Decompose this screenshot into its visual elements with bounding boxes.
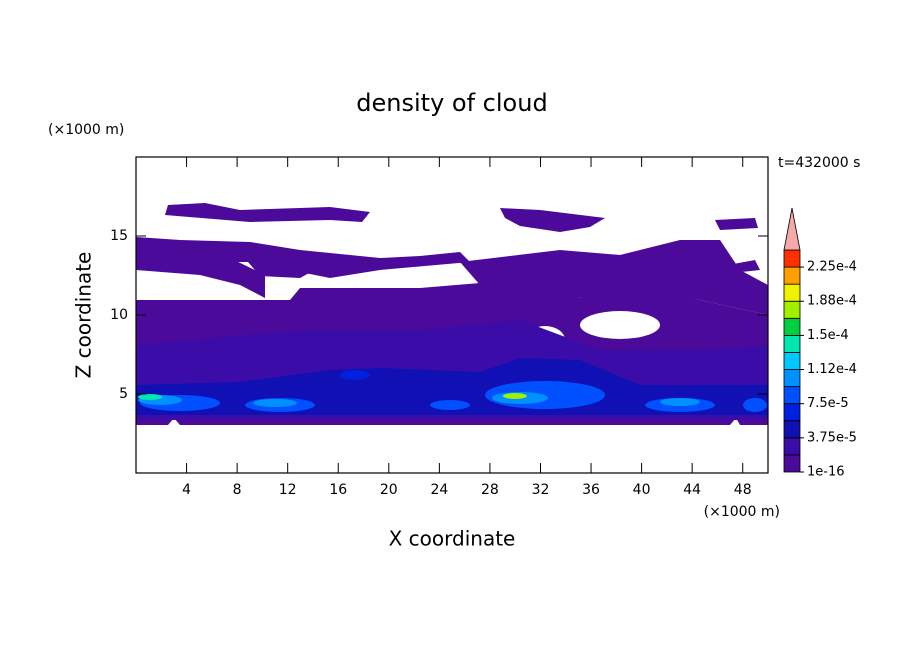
- colorbar-band: [783, 420, 801, 439]
- colorbar-band: [783, 437, 801, 456]
- x-tick-label: 40: [633, 482, 651, 498]
- colorbar-band: [783, 266, 801, 285]
- cloud-region: [503, 393, 527, 399]
- x-tick-label: 16: [329, 482, 347, 498]
- y-tick-label: 10: [110, 307, 128, 323]
- x-axis-title: X coordinate: [389, 527, 516, 551]
- x-tick-label: 8: [233, 482, 242, 498]
- field: [136, 203, 768, 425]
- y-axis-title: Z coordinate: [72, 252, 96, 379]
- cloud-region: [460, 240, 768, 315]
- x-tick-label: 12: [279, 482, 297, 498]
- colorbar-band: [783, 283, 801, 302]
- colorbar-band: [783, 300, 801, 319]
- cloud-region: [500, 208, 605, 232]
- x-tick-label: 48: [734, 482, 752, 498]
- colorbar-label: 2.25e-4: [807, 260, 857, 275]
- y-tick-label: 15: [110, 228, 128, 244]
- cloud-region: [728, 260, 760, 273]
- colorbar-band: [783, 403, 801, 422]
- colorbar-label: 1.88e-4: [807, 294, 857, 309]
- y-tick-label: 5: [119, 386, 128, 402]
- cloud-region: [660, 398, 700, 406]
- colorbar-band: [783, 352, 801, 370]
- cloud-region: [715, 218, 758, 230]
- y-unit: (×1000 m): [48, 122, 124, 138]
- cloud-region: [743, 398, 767, 412]
- colorbar-label: 1.12e-4: [807, 362, 857, 377]
- cloud-region: [138, 394, 162, 400]
- colorbar-band: [783, 317, 801, 336]
- x-tick-label: 28: [481, 482, 499, 498]
- colorbar-band: [783, 454, 801, 473]
- x-tick-label: 24: [430, 482, 448, 498]
- cloud-region: [253, 399, 297, 407]
- colorbar-label: 1e-16: [807, 465, 845, 480]
- x-tick-label: 4: [182, 482, 191, 498]
- x-tick-label: 20: [380, 482, 398, 498]
- colorbar-band: [783, 249, 801, 268]
- cloud-region: [430, 400, 470, 410]
- colorbar-band: [783, 386, 801, 405]
- x-tick-label: 36: [582, 482, 600, 498]
- colorbar-label: 1.5e-4: [807, 328, 849, 343]
- cloud-region: [136, 255, 265, 298]
- x-unit: (×1000 m): [704, 504, 780, 520]
- cloud-region: [248, 250, 322, 278]
- colorbar-label: 7.5e-5: [807, 396, 849, 411]
- chart-title: density of cloud: [356, 89, 547, 117]
- colorbar-band: [783, 369, 801, 388]
- clear-region: [580, 311, 660, 339]
- x-tick-label: 32: [532, 482, 550, 498]
- colorbar-label: 3.75e-5: [807, 430, 857, 445]
- colorbar-extend: [783, 207, 801, 251]
- cloud-region: [340, 370, 370, 380]
- colorbar-band: [783, 334, 801, 353]
- annotation: t=432000 s: [778, 155, 860, 171]
- cloud-region: [165, 203, 370, 222]
- x-tick-label: 44: [683, 482, 701, 498]
